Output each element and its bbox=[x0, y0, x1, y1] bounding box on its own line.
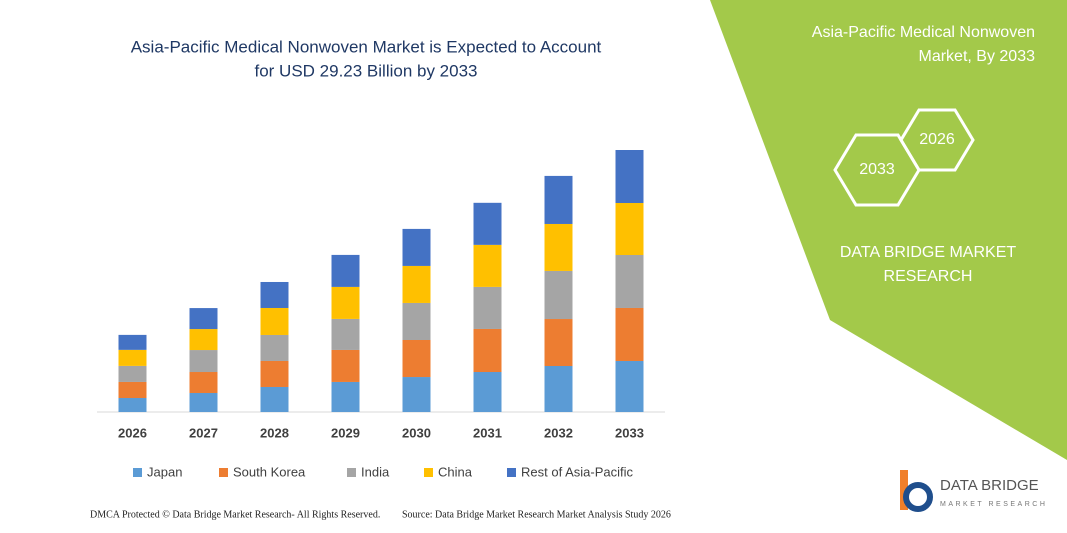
bar-segment bbox=[260, 386, 289, 412]
bar-segment bbox=[473, 244, 502, 287]
x-tick-label: 2027 bbox=[189, 425, 218, 440]
hexagon-label: 2026 bbox=[919, 131, 955, 148]
legend-label: Japan bbox=[147, 464, 182, 479]
bar-segment bbox=[544, 319, 573, 367]
bar-segment bbox=[331, 286, 360, 319]
bar-segment bbox=[615, 150, 644, 203]
footer-left: DMCA Protected © Data Bridge Market Rese… bbox=[90, 509, 380, 520]
bar-segment bbox=[260, 360, 289, 387]
bar-segment bbox=[189, 329, 218, 351]
green-panel bbox=[710, 0, 1067, 460]
bar-segment bbox=[473, 372, 502, 412]
legend-label: India bbox=[361, 464, 390, 479]
logo: DATA BRIDGE MARKET RESEARCH bbox=[900, 470, 1047, 512]
bar-segment bbox=[402, 228, 431, 266]
logo-tagline: MARKET RESEARCH bbox=[940, 501, 1047, 508]
bar-segment bbox=[118, 365, 147, 382]
x-tick-label: 2032 bbox=[544, 425, 573, 440]
legend-label: Rest of Asia-Pacific bbox=[521, 464, 633, 479]
bar-segment bbox=[544, 366, 573, 412]
footer-right: Source: Data Bridge Market Research Mark… bbox=[402, 509, 671, 520]
bar-segment bbox=[402, 265, 431, 303]
bar-segment bbox=[615, 307, 644, 361]
bar-segment bbox=[402, 377, 431, 412]
bar-segment bbox=[473, 286, 502, 329]
bar-segment bbox=[331, 318, 360, 350]
bar-segment bbox=[615, 254, 644, 308]
bar-segment bbox=[544, 175, 573, 224]
chart-title: for USD 29.23 Billion by 2033 bbox=[254, 61, 477, 80]
x-tick-label: 2030 bbox=[402, 425, 431, 440]
logo-icon bbox=[900, 470, 908, 510]
panel-title: Market, By 2033 bbox=[919, 48, 1036, 65]
brand: DATA BRIDGE MARKET bbox=[840, 244, 1017, 261]
bar-segment bbox=[402, 339, 431, 378]
legend-swatch bbox=[347, 468, 356, 477]
legend-label: South Korea bbox=[233, 464, 306, 479]
bar-segment bbox=[331, 254, 360, 287]
bar-segment bbox=[544, 223, 573, 271]
x-tick-label: 2031 bbox=[473, 425, 502, 440]
legend-swatch bbox=[219, 468, 228, 477]
panel-title: Asia-Pacific Medical Nonwoven bbox=[812, 24, 1035, 41]
bar-segment bbox=[331, 349, 360, 382]
x-tick-label: 2029 bbox=[331, 425, 360, 440]
hexagon bbox=[833, 133, 921, 207]
bar-segment bbox=[189, 308, 218, 330]
bar-segment bbox=[260, 281, 289, 308]
bar-segment bbox=[189, 350, 218, 373]
x-tick-label: 2028 bbox=[260, 425, 289, 440]
legend-swatch bbox=[133, 468, 142, 477]
legend-label: China bbox=[438, 464, 473, 479]
bar-segment bbox=[473, 328, 502, 373]
bar-segment bbox=[189, 372, 218, 393]
bar-segment bbox=[615, 202, 644, 255]
bar-segment bbox=[118, 349, 147, 366]
bar-segment bbox=[118, 381, 147, 399]
x-tick-label: 2026 bbox=[118, 425, 147, 440]
bar-segment bbox=[118, 398, 147, 412]
bar-segment bbox=[118, 334, 147, 350]
bar-segment bbox=[260, 334, 289, 361]
bar-segment bbox=[615, 360, 644, 412]
bar-segment bbox=[189, 392, 218, 412]
legend-swatch bbox=[424, 468, 433, 477]
logo-icon bbox=[903, 482, 933, 512]
hexagon-label: 2033 bbox=[859, 161, 895, 178]
logo-name: DATA BRIDGE bbox=[940, 477, 1039, 494]
bar-segment bbox=[544, 270, 573, 320]
bar-segment bbox=[331, 381, 360, 412]
x-tick-label: 2033 bbox=[615, 425, 644, 440]
brand: RESEARCH bbox=[884, 268, 973, 285]
bar-segment bbox=[402, 302, 431, 340]
chart-title: Asia-Pacific Medical Nonwoven Market is … bbox=[131, 37, 602, 56]
bar-segment bbox=[260, 307, 289, 335]
legend-swatch bbox=[507, 468, 516, 477]
bar-segment bbox=[473, 202, 502, 245]
